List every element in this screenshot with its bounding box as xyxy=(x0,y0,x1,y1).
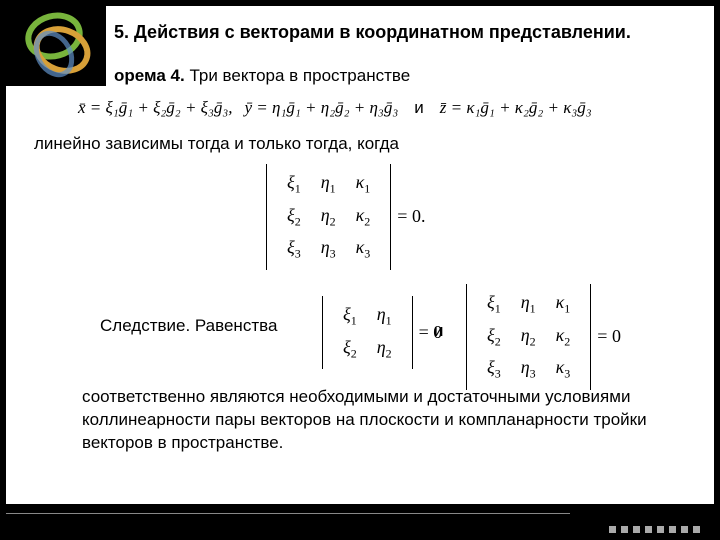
det3-equals: = 0 xyxy=(597,326,621,347)
conclusion-paragraph: соответственно являются необходимыми и д… xyxy=(82,386,674,455)
nav-dot[interactable] xyxy=(657,526,664,533)
slide-title: 5. Действия с векторами в координатном п… xyxy=(114,22,704,43)
determinant-3x3-main: ξ1η1κ1 ξ2η2κ2 ξ3η3κ3 = 0. xyxy=(266,164,425,270)
logo-image xyxy=(6,6,106,86)
eq-z: z̄ = κ₁ḡ₁ + κ₂ḡ₂ + κ₃ḡ₃ xyxy=(440,98,592,118)
nav-dot[interactable] xyxy=(609,526,616,533)
nav-dot[interactable] xyxy=(621,526,628,533)
nav-dot[interactable] xyxy=(669,526,676,533)
vector-equations: x̄ = ξ₁ḡ₁ + ξ₂ḡ₂ + ξ₃ḡ₃, ȳ = η₁ḡ₁ + η₂ḡ₂… xyxy=(78,98,592,118)
eq-x: x̄ = ξ₁ḡ₁ + ξ₂ḡ₂ + ξ₃ḡ₃, xyxy=(78,98,233,118)
corollary-label: Следствие. Равенства xyxy=(100,316,277,336)
nav-dot[interactable] xyxy=(633,526,640,533)
and-connector: и xyxy=(434,321,444,341)
condition-text: линейно зависимы тогда и только тогда, к… xyxy=(34,134,399,154)
eq-y: ȳ = η₁ḡ₁ + η₂ḡ₂ + η₃ḡ₃ xyxy=(245,98,399,118)
nav-dot[interactable] xyxy=(645,526,652,533)
footer-divider xyxy=(6,513,570,514)
theorem-text: Три вектора в пространстве xyxy=(185,66,410,85)
nav-dot[interactable] xyxy=(681,526,688,533)
footer-navigation xyxy=(609,526,700,533)
theorem-label: орема 4. xyxy=(114,66,185,85)
nav-dot[interactable] xyxy=(693,526,700,533)
theorem-heading: орема 4. Три вектора в пространстве xyxy=(114,66,410,86)
eq-and: и xyxy=(414,98,424,118)
det-equals: = 0. xyxy=(397,206,425,227)
determinant-2x2: ξ1η1 ξ2η2 = 0 xyxy=(322,296,442,369)
determinant-3x3-second: ξ1η1κ1 ξ2η2κ2 ξ3η3κ3 = 0 xyxy=(466,284,621,390)
